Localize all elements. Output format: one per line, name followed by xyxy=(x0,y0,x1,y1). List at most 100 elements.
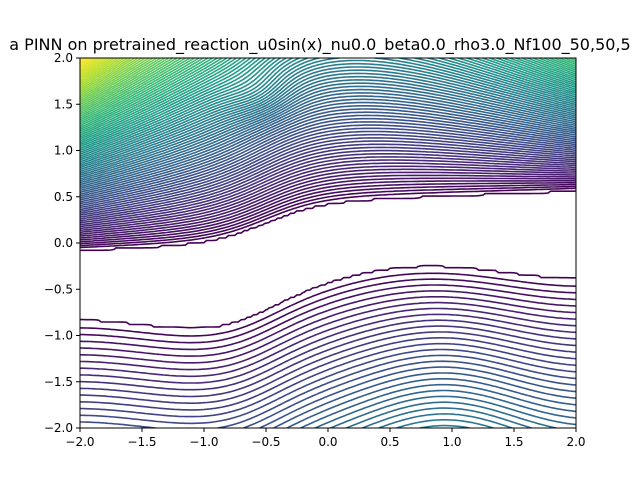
upper-contour-line xyxy=(80,181,576,243)
lower-contour-line xyxy=(361,407,533,428)
upper-contour-line xyxy=(80,190,576,252)
upper-contour-line xyxy=(80,174,576,237)
upper-contour-line xyxy=(80,58,122,85)
upper-contour-line xyxy=(80,58,576,148)
y-tick-label: −2.0 xyxy=(44,421,73,435)
x-tick-label: 1.0 xyxy=(442,435,461,449)
upper-contour-line xyxy=(80,58,576,167)
lower-contour-line xyxy=(80,264,576,329)
x-tick-label: −2.0 xyxy=(65,435,94,449)
upper-contour-line xyxy=(80,58,174,112)
upper-contour-line xyxy=(80,58,576,155)
upper-contour-line xyxy=(80,58,109,77)
upper-contour-line xyxy=(80,66,576,173)
upper-contour-line xyxy=(80,171,576,235)
lower-contour-line xyxy=(80,331,576,404)
upper-contour-line xyxy=(80,58,576,142)
upper-contour-line xyxy=(80,58,576,159)
upper-contour-line xyxy=(80,58,183,115)
upper-contour-line xyxy=(80,165,576,232)
upper-contour-line xyxy=(80,159,576,228)
upper-contour-line xyxy=(80,101,576,194)
upper-contour-line xyxy=(80,58,576,119)
lower-contour-line xyxy=(80,342,576,418)
upper-contour-line xyxy=(80,85,576,184)
upper-contour-line xyxy=(80,133,576,213)
upper-contour-line xyxy=(80,58,576,134)
upper-contour-line xyxy=(80,185,576,247)
upper-contour-line xyxy=(80,58,576,136)
upper-contour-line xyxy=(80,69,576,174)
x-tick-label: −1.5 xyxy=(127,435,156,449)
upper-contour-line xyxy=(80,58,576,152)
upper-contour-line xyxy=(80,92,576,188)
lower-contour-line xyxy=(80,272,576,337)
upper-contour-line xyxy=(80,58,94,68)
lower-contour-line xyxy=(80,290,576,357)
upper-contour-line xyxy=(80,59,576,169)
upper-contour-line xyxy=(80,108,576,197)
x-tick-label: 1.5 xyxy=(504,435,523,449)
upper-contour-line xyxy=(80,162,576,230)
upper-contour-line xyxy=(80,58,576,131)
upper-contour-line xyxy=(80,58,166,108)
y-tick-label: −1.0 xyxy=(44,329,73,343)
upper-contour-line xyxy=(80,130,576,211)
x-tick-label: 0.0 xyxy=(318,435,337,449)
upper-contour-line xyxy=(80,168,576,234)
x-axis: −2.0 −1.5 −1.0 −0.5 0.0 0.5 1.0 1.5 2.0 xyxy=(65,428,586,449)
upper-contour-line xyxy=(80,58,116,81)
upper-contour-line xyxy=(80,179,576,241)
upper-contour-line xyxy=(80,58,154,102)
lower-contour-line xyxy=(258,366,576,428)
lower-contour-line xyxy=(80,325,576,398)
y-tick-label: −1.5 xyxy=(44,375,73,389)
upper-contour-line xyxy=(80,58,150,100)
upper-contour-line xyxy=(80,111,576,199)
y-axis: −2.0 −1.5 −1.0 −0.5 0.0 0.5 1.0 1.5 2.0 xyxy=(44,51,80,435)
upper-contour-line xyxy=(80,58,139,94)
upper-contour-line xyxy=(80,58,576,161)
upper-contour-line xyxy=(80,58,576,140)
upper-contour-line xyxy=(80,95,576,190)
upper-contour-line xyxy=(80,58,576,165)
upper-contour-line xyxy=(80,137,576,214)
upper-contour-line xyxy=(80,58,576,133)
upper-contour-line xyxy=(80,114,576,201)
upper-contour-line xyxy=(80,156,576,226)
chart-title: a PINN on pretrained_reaction_u0sin(x)_n… xyxy=(9,35,630,55)
upper-contour-line xyxy=(80,75,576,178)
lower-contour-line xyxy=(80,307,576,378)
upper-contour-line xyxy=(80,124,576,207)
upper-contour-line xyxy=(80,98,576,192)
upper-contour-line xyxy=(80,62,576,171)
upper-contour-line xyxy=(80,72,576,176)
upper-contour-line xyxy=(80,146,576,220)
lower-contour-line xyxy=(80,278,576,344)
y-tick-label: 2.0 xyxy=(54,51,73,65)
upper-contour-line xyxy=(80,153,576,224)
upper-contour-line xyxy=(80,183,576,245)
upper-contour-line xyxy=(80,58,187,117)
lower-contour-line xyxy=(80,319,576,391)
upper-contour-line xyxy=(80,58,162,106)
y-tick-label: 0.0 xyxy=(54,236,73,250)
lower-contour-line xyxy=(80,337,576,411)
upper-contour-line xyxy=(80,177,576,239)
upper-contour-line xyxy=(80,58,129,89)
upper-contour-line xyxy=(80,58,170,110)
x-tick-label: −0.5 xyxy=(251,435,280,449)
upper-contour-line xyxy=(80,58,119,83)
lower-contour-line xyxy=(80,354,576,428)
y-tick-label: 1.5 xyxy=(54,97,73,111)
upper-contour-line xyxy=(80,88,576,186)
lower-contour-line xyxy=(80,313,576,384)
x-tick-label: 0.5 xyxy=(380,435,399,449)
upper-contour-line xyxy=(80,58,132,91)
upper-contour-line xyxy=(80,140,576,216)
upper-contour-line xyxy=(80,143,576,218)
lower-contour-line xyxy=(299,383,576,428)
upper-contour-line xyxy=(80,58,576,144)
upper-contour-line xyxy=(80,58,88,64)
